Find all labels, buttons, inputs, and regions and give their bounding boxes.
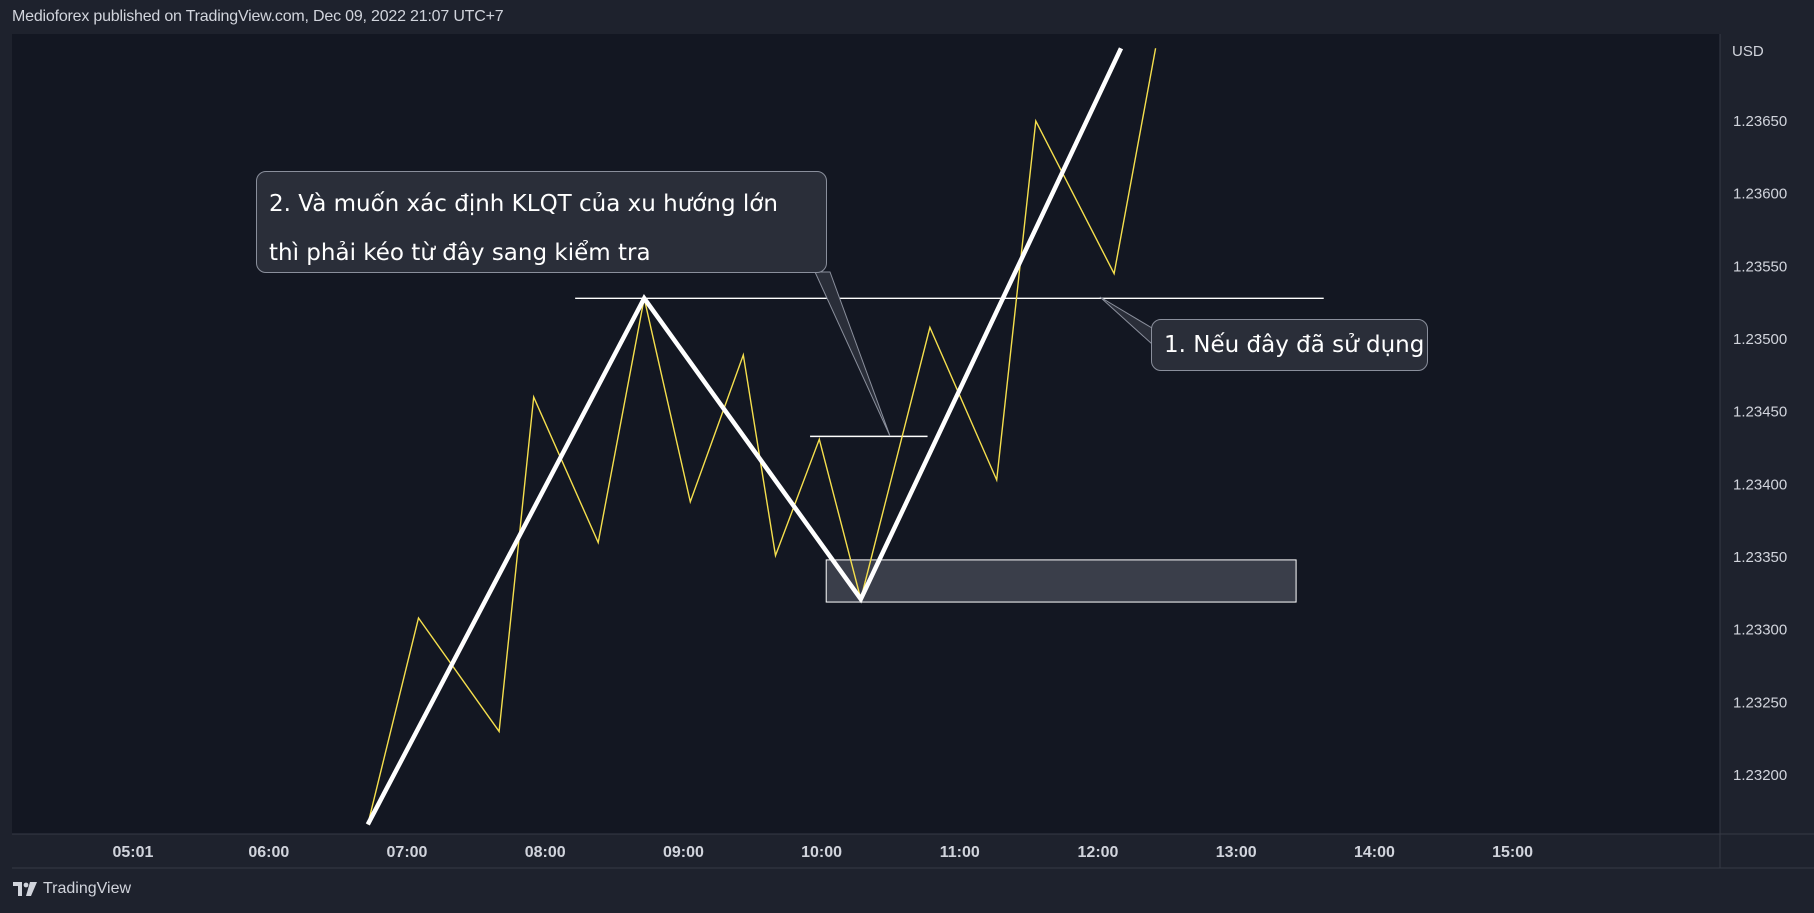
chart-panel[interactable] [12, 34, 1720, 834]
tradingview-logo[interactable]: TradingView [13, 880, 131, 898]
tradingview-logo-icon [13, 882, 37, 896]
price-tick-label: 1.23400 [1733, 476, 1787, 493]
time-tick-label: 07:00 [387, 844, 428, 861]
time-tick-label: 12:00 [1078, 844, 1119, 861]
time-tick-label: 11:00 [940, 844, 980, 861]
price-line [367, 48, 1157, 825]
demand-zone-rectangle [825, 559, 1297, 603]
price-tick-label: 1.23650 [1733, 113, 1787, 130]
time-tick-label: 13:00 [1216, 844, 1257, 861]
time-tick-label: 05:01 [112, 844, 153, 861]
price-tick-label: 1.23600 [1733, 186, 1787, 203]
price-tick-label: 1.23500 [1733, 331, 1787, 348]
tradingview-logo-text: TradingView [43, 880, 132, 897]
price-tick-label: 1.23250 [1733, 694, 1787, 711]
time-tick-label: 15:00 [1492, 844, 1533, 861]
price-tick-label: 1.23350 [1733, 549, 1787, 566]
price-axis-currency: USD [1732, 43, 1764, 60]
callout-textbox-2[interactable]: 2. Và muốn xác định KLQT của xu hướng lớ… [256, 171, 827, 273]
time-tick-label: 06:00 [248, 844, 289, 861]
callout-1-pointer [1099, 296, 1153, 346]
time-tick-label: 09:00 [663, 844, 704, 861]
time-tick-label: 10:00 [801, 844, 842, 861]
price-tick-label: 1.23450 [1733, 404, 1787, 421]
attribution-header: Medioforex published on TradingView.com,… [12, 8, 504, 25]
price-tick-label: 1.23550 [1733, 258, 1787, 275]
callout-textbox-1[interactable]: 1. Nếu đây đã sử dụng [1151, 319, 1428, 371]
time-tick-label: 08:00 [525, 844, 566, 861]
price-tick-label: 1.23300 [1733, 622, 1787, 639]
time-tick-label: 14:00 [1354, 844, 1395, 861]
price-tick-label: 1.23200 [1733, 767, 1787, 784]
callout-2-pointer [814, 271, 891, 437]
swing-structure-line [365, 47, 1124, 826]
